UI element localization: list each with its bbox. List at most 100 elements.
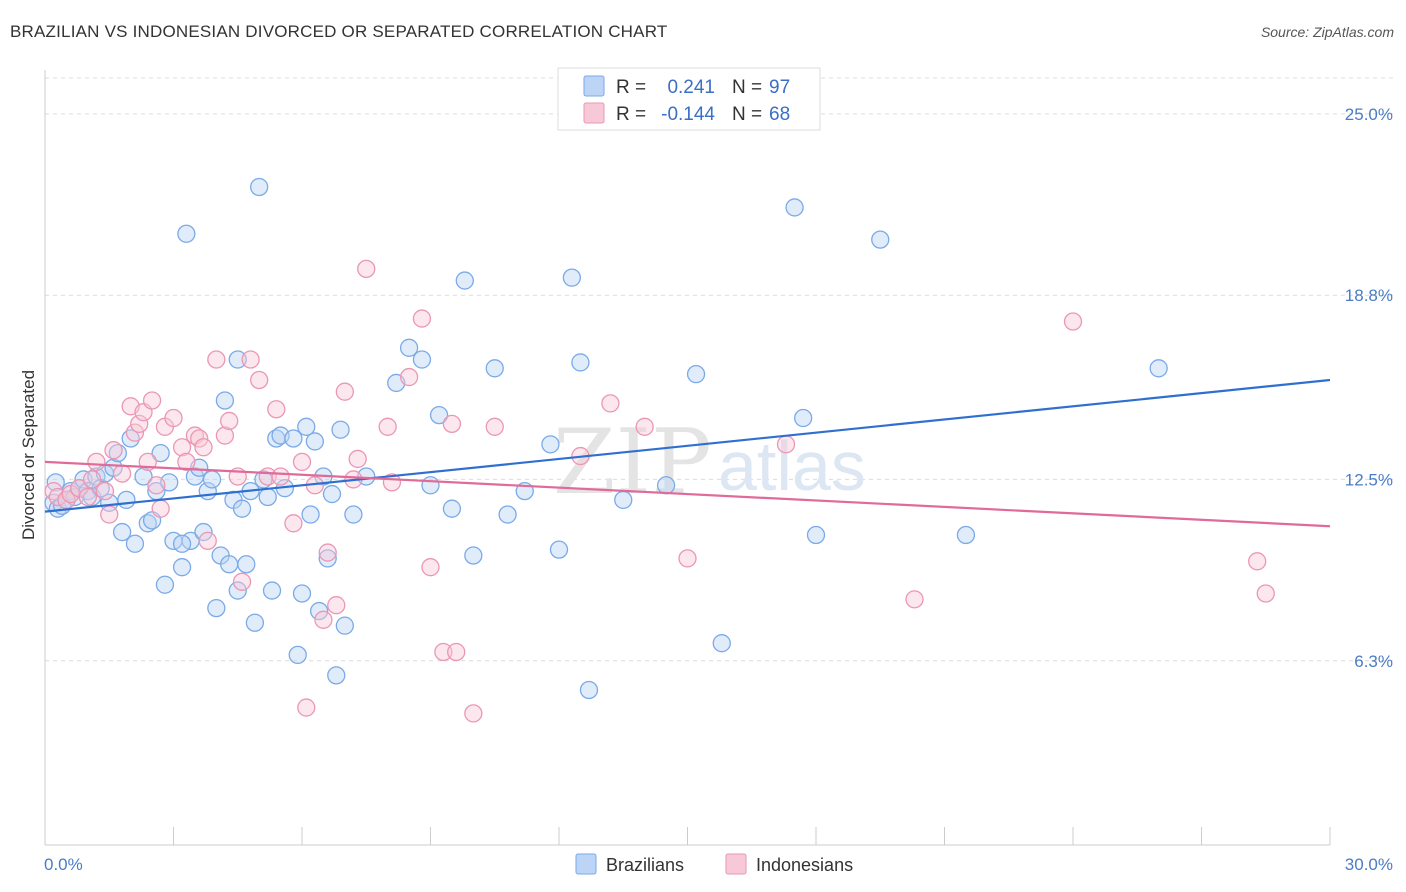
point-brazilians bbox=[464, 546, 483, 565]
point-indonesians bbox=[125, 423, 145, 442]
legend-r-label: R = bbox=[616, 104, 646, 125]
point-brazilians bbox=[262, 581, 282, 600]
point-brazilians bbox=[498, 505, 517, 524]
point-brazilians bbox=[421, 476, 440, 495]
point-indonesians bbox=[421, 558, 440, 577]
legend-n-label: N = bbox=[732, 104, 762, 125]
point-brazilians bbox=[284, 429, 303, 448]
point-indonesians bbox=[194, 438, 213, 457]
legend: R = 0.241 N = 97 R = -0.144 N = 68 bbox=[557, 67, 821, 131]
point-brazilians bbox=[549, 540, 569, 559]
point-indonesians bbox=[190, 429, 209, 448]
point-brazilians bbox=[794, 408, 813, 428]
point-brazilians bbox=[562, 268, 581, 287]
point-indonesians bbox=[232, 572, 252, 591]
point-indonesians bbox=[335, 382, 354, 401]
bottom-legend-swatch-brazilians bbox=[575, 853, 597, 875]
point-brazilians bbox=[712, 634, 731, 653]
y-tick-label: 6.3% bbox=[1354, 652, 1393, 671]
point-brazilians bbox=[399, 338, 419, 357]
point-indonesians bbox=[434, 642, 453, 662]
point-indonesians bbox=[241, 350, 260, 369]
point-indonesians bbox=[678, 549, 697, 568]
point-indonesians bbox=[485, 417, 504, 436]
point-indonesians bbox=[442, 414, 462, 434]
point-indonesians bbox=[250, 370, 269, 390]
watermark-zip: ZIP bbox=[553, 410, 712, 515]
point-brazilians bbox=[335, 616, 354, 635]
y-tick-label: 18.8% bbox=[1345, 286, 1393, 305]
point-brazilians bbox=[309, 601, 329, 621]
series-brazilians bbox=[44, 177, 1168, 700]
point-indonesians bbox=[601, 394, 620, 413]
point-brazilians bbox=[228, 350, 247, 369]
point-brazilians bbox=[956, 525, 976, 545]
x-tick-label: 30.0% bbox=[1345, 855, 1393, 874]
point-brazilians bbox=[245, 613, 265, 632]
point-indonesians bbox=[284, 514, 303, 533]
point-indonesians bbox=[635, 417, 654, 436]
point-indonesians bbox=[318, 543, 337, 562]
point-brazilians bbox=[134, 467, 153, 486]
point-indonesians bbox=[95, 481, 115, 501]
y-tick-label: 12.5% bbox=[1345, 470, 1393, 489]
tick-labels: 6.3% 12.5% 18.8% 25.0% 0.0% 30.0% bbox=[44, 105, 1393, 874]
watermark: ZIP atlas bbox=[553, 410, 866, 515]
point-brazilians bbox=[485, 359, 504, 378]
point-indonesians bbox=[412, 309, 432, 328]
y-axis-title: Divorced or Separated bbox=[19, 370, 38, 540]
point-indonesians bbox=[297, 698, 316, 717]
source-credit: Source: ZipAtlas.com bbox=[1260, 24, 1394, 40]
point-indonesians bbox=[112, 464, 132, 483]
legend-r-label: R = bbox=[616, 77, 646, 98]
point-brazilians bbox=[318, 549, 337, 568]
point-brazilians bbox=[344, 505, 363, 524]
bottom-legend-swatch-indonesians bbox=[725, 853, 747, 875]
gridlines bbox=[45, 77, 1395, 662]
bottom-legend-label-indonesians: Indonesians bbox=[756, 855, 853, 875]
bottom-legend: Brazilians Indonesians bbox=[575, 853, 853, 875]
y-tick-label: 25.0% bbox=[1345, 105, 1393, 124]
point-brazilians bbox=[656, 476, 676, 495]
point-brazilians bbox=[125, 534, 145, 553]
trend-lines bbox=[44, 378, 1331, 528]
point-brazilians bbox=[455, 271, 474, 290]
point-indonesians bbox=[1248, 552, 1267, 571]
point-indonesians bbox=[399, 367, 419, 387]
point-indonesians bbox=[220, 411, 239, 431]
point-indonesians bbox=[271, 467, 290, 486]
point-brazilians bbox=[228, 581, 247, 600]
point-brazilians bbox=[297, 417, 316, 436]
point-brazilians bbox=[785, 198, 804, 217]
point-indonesians bbox=[207, 350, 226, 369]
point-brazilians bbox=[1149, 359, 1168, 378]
point-indonesians bbox=[215, 426, 235, 445]
point-indonesians bbox=[905, 590, 924, 609]
legend-swatch-brazilians bbox=[583, 75, 605, 97]
point-brazilians bbox=[301, 505, 320, 524]
point-indonesians bbox=[78, 487, 97, 507]
point-brazilians bbox=[151, 443, 170, 463]
point-brazilians bbox=[322, 484, 342, 504]
axes bbox=[44, 70, 1331, 846]
point-brazilians bbox=[194, 522, 213, 542]
point-brazilians bbox=[292, 584, 312, 603]
point-indonesians bbox=[464, 704, 483, 723]
chart-title: BRAZILIAN VS INDONESIAN DIVORCED OR SEPA… bbox=[10, 22, 668, 41]
point-brazilians bbox=[412, 350, 432, 369]
point-brazilians bbox=[117, 490, 136, 510]
trend-line-indonesians bbox=[44, 460, 1331, 528]
bottom-legend-label-brazilians: Brazilians bbox=[606, 855, 684, 875]
point-indonesians bbox=[292, 452, 312, 472]
point-indonesians bbox=[378, 417, 397, 436]
point-brazilians bbox=[305, 432, 325, 451]
point-indonesians bbox=[447, 642, 466, 662]
point-brazilians bbox=[112, 522, 132, 542]
legend-swatch-indonesians bbox=[583, 102, 605, 124]
point-brazilians bbox=[571, 353, 590, 372]
legend-n-value: 68 bbox=[769, 104, 790, 125]
point-indonesians bbox=[267, 400, 286, 419]
point-indonesians bbox=[100, 505, 119, 524]
point-brazilians bbox=[202, 470, 222, 489]
